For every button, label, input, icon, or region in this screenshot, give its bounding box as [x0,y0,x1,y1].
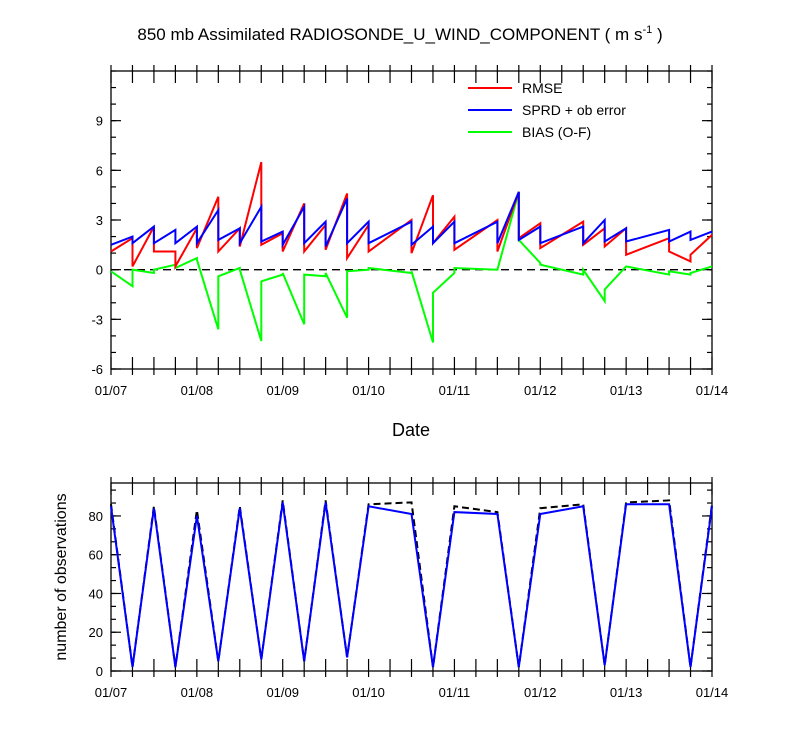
y-tick-label: 20 [89,625,103,640]
total-observations-line [110,499,713,668]
y-axis-label: number of observations [53,493,70,660]
y-tick-label: 3 [96,213,103,228]
y-tick-label: 9 [96,114,103,129]
legend: RMSE SPRD + ob error BIAS (O-F) [468,80,626,140]
chart-title-units-sup: -1 [642,24,652,36]
x-tick-label: 01/10 [352,685,385,700]
legend-label-rmse-line: RMSE [522,80,562,96]
legend-label-bias-line: BIAS (O-F) [522,124,591,140]
x-tick-label: 01/13 [610,383,643,398]
y-tick-label: -6 [91,362,103,377]
y-tick-label: 6 [96,163,103,178]
x-tick-label: 01/09 [266,383,299,398]
x-tick-label: 01/12 [524,685,557,700]
legend-label-sprd-ob-error-line: SPRD + ob error [522,102,626,118]
y-tick-label: 40 [89,586,103,601]
y-tick-label: -3 [91,312,103,327]
x-tick-label: 01/09 [266,685,299,700]
y-tick-label: 0 [96,664,103,679]
x-tick-label: 01/10 [352,383,385,398]
rmse-line [110,161,713,271]
chart-title: 850 mb Assimilated RADIOSONDE_U_WIND_COM… [137,24,662,44]
x-tick-label: 01/08 [181,383,214,398]
x-tick-label: 01/11 [439,383,471,398]
y-tick-label: 0 [96,263,103,278]
top-chart: 850 mb Assimilated RADIOSONDE_U_WIND_COM… [91,24,728,440]
chart-title-close: ) [652,25,662,44]
x-tick-label: 01/14 [696,383,729,398]
sprd-ob-error-line [110,191,713,249]
x-tick-label: 01/08 [181,685,214,700]
y-tick-label: 60 [89,548,103,563]
chart-title-text: 850 mb Assimilated RADIOSONDE_U_WIND_COM… [137,25,642,44]
y-tick-label: 80 [89,509,103,524]
x-tick-label: 01/13 [610,685,643,700]
x-tick-label: 01/14 [696,685,729,700]
bottom-chart: 0 20 40 60 80 01/07 01/08 01/09 01/10 01/11 01/12 0… [53,477,728,700]
x-axis-label: Date [392,420,430,440]
x-tick-label: 01/07 [95,685,128,700]
plot-frame [110,482,713,672]
x-tick-label: 01/11 [439,685,471,700]
x-tick-label: 01/07 [95,383,128,398]
assimilated-observations-line [110,502,713,668]
bias-line [110,191,713,343]
x-tick-label: 01/12 [524,383,557,398]
